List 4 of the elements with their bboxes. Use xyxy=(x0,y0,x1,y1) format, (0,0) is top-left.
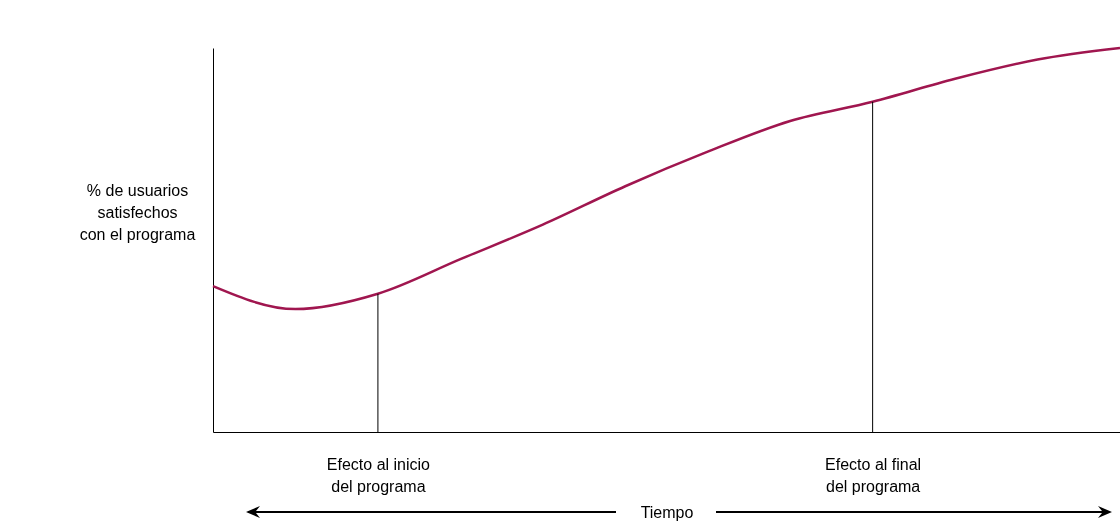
y-axis-title: % de usuarios satisfechos con el programa xyxy=(79,181,196,243)
x-tick-label: Efecto al final del programa xyxy=(825,455,922,495)
x-axis-title: Tiempo xyxy=(640,503,694,521)
x-tick-label: Efecto al inicio del programa xyxy=(326,455,431,495)
